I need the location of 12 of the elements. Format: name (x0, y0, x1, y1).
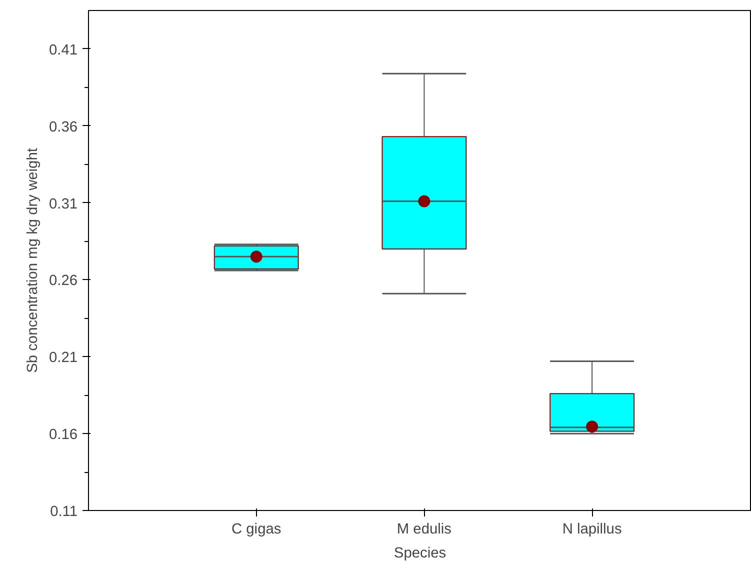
y-tick-label: 0.26 (48, 273, 78, 290)
x-tick-label: M edulis (396, 522, 452, 538)
y-axis-title: Sb concentration mg kg dry weight (24, 148, 41, 373)
x-tick-label: C gigas (232, 522, 282, 538)
y-tick-label: 0.41 (48, 42, 78, 58)
y-tick-label: 0.21 (48, 350, 78, 366)
y-tick-label: 0.36 (48, 119, 78, 136)
x-tick-label: N lapillus (562, 522, 622, 538)
y-tick-label: 0.11 (50, 504, 78, 520)
x-axis-title: Species (394, 546, 446, 562)
y-tick-label: 0.16 (48, 427, 78, 444)
y-tick-label: 0.31 (48, 196, 78, 212)
